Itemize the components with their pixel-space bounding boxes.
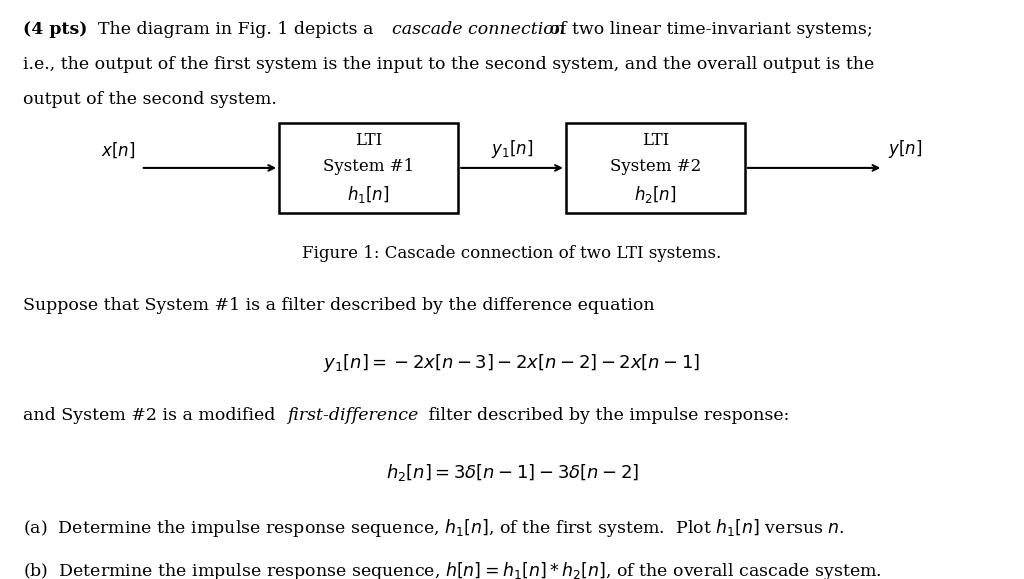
Text: $y_1[n] = -2x[n-3] - 2x[n-2] - 2x[n-1]$: $y_1[n] = -2x[n-3] - 2x[n-2] - 2x[n-1]$ xyxy=(324,352,700,373)
Text: $x[n]$: $x[n]$ xyxy=(101,141,135,160)
Text: $h_2[n] = 3\delta[n-1] - 3\delta[n-2]$: $h_2[n] = 3\delta[n-1] - 3\delta[n-2]$ xyxy=(385,462,639,483)
Text: Figure 1: Cascade connection of two LTI systems.: Figure 1: Cascade connection of two LTI … xyxy=(302,245,722,262)
Text: output of the second system.: output of the second system. xyxy=(23,91,276,108)
Text: (b)  Determine the impulse response sequence, $h[n] = h_1[n] * h_2[n]$, of the o: (b) Determine the impulse response seque… xyxy=(23,560,882,579)
Text: The diagram in Fig. 1 depicts a: The diagram in Fig. 1 depicts a xyxy=(87,21,379,38)
Text: (4 pts): (4 pts) xyxy=(23,21,87,38)
Text: LTI: LTI xyxy=(642,133,669,149)
Text: filter described by the impulse response:: filter described by the impulse response… xyxy=(423,406,790,424)
Text: and System #2 is a modified: and System #2 is a modified xyxy=(23,406,281,424)
Text: System #2: System #2 xyxy=(609,157,701,175)
Bar xyxy=(279,123,459,213)
Text: first-difference: first-difference xyxy=(287,406,418,424)
Text: $y_1[n]$: $y_1[n]$ xyxy=(490,138,534,160)
Text: System #1: System #1 xyxy=(323,157,415,175)
Text: Suppose that System #1 is a filter described by the difference equation: Suppose that System #1 is a filter descr… xyxy=(23,297,654,314)
Text: $h_1[n]$: $h_1[n]$ xyxy=(347,184,390,206)
Text: $h_2[n]$: $h_2[n]$ xyxy=(634,184,677,206)
Text: cascade connection: cascade connection xyxy=(392,21,565,38)
Bar xyxy=(565,123,745,213)
Text: LTI: LTI xyxy=(355,133,382,149)
Text: of two linear time-invariant systems;: of two linear time-invariant systems; xyxy=(544,21,872,38)
Text: (a)  Determine the impulse response sequence, $h_1[n]$, of the first system.  Pl: (a) Determine the impulse response seque… xyxy=(23,517,844,538)
Text: i.e., the output of the first system is the input to the second system, and the : i.e., the output of the first system is … xyxy=(23,56,873,73)
Text: $y[n]$: $y[n]$ xyxy=(889,138,923,160)
